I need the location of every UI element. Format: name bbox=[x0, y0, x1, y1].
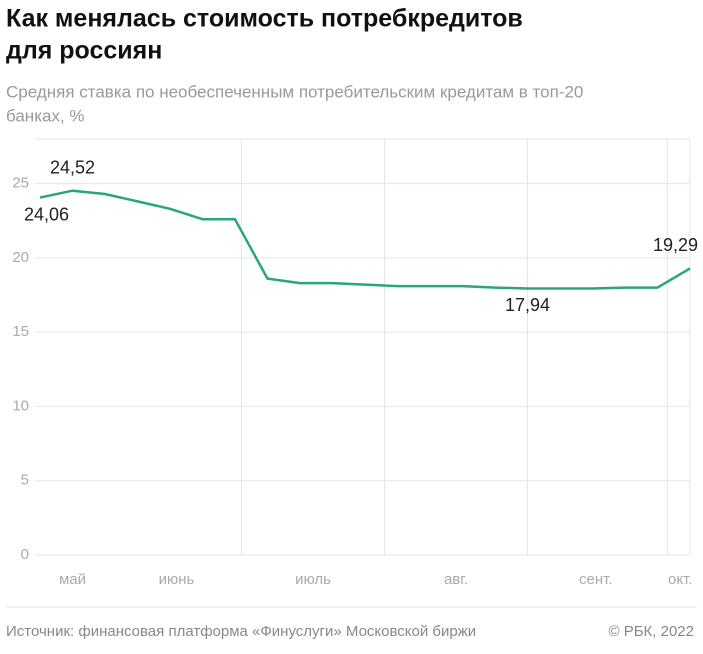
line bbox=[39, 189, 691, 290]
data-label: 24,52 bbox=[50, 157, 95, 177]
x-tick-label: авг. bbox=[444, 571, 468, 588]
x-tick-label: июнь bbox=[159, 571, 195, 588]
y-tick-label: 25 bbox=[12, 175, 29, 192]
x-tick-label: июль bbox=[295, 571, 331, 588]
y-tick-label: 10 bbox=[12, 397, 29, 414]
source: Источник: финансовая платформа «Финуслуг… bbox=[6, 623, 476, 640]
data-label: 17,94 bbox=[505, 295, 550, 315]
chart-title: Как менялась стоимость потребкредитов bbox=[6, 5, 523, 33]
y-tick-label: 0 bbox=[21, 546, 29, 563]
data-label: 24,06 bbox=[24, 204, 69, 224]
x-tick-label: окт. bbox=[668, 571, 692, 588]
y-tick-label: 15 bbox=[12, 323, 29, 340]
y-tick-label: 20 bbox=[12, 249, 29, 266]
data-label: 19,29 bbox=[653, 235, 698, 255]
credit: © РБК, 2022 bbox=[608, 623, 694, 640]
chart-title: для россиян bbox=[6, 37, 162, 65]
x-tick-label: май bbox=[59, 571, 86, 588]
subtitle: банках, % bbox=[6, 106, 85, 125]
y-tick-label: 5 bbox=[21, 472, 29, 489]
x-tick-label: сент. bbox=[579, 571, 613, 588]
subtitle: Средняя ставка по необеспеченным потреби… bbox=[6, 82, 583, 101]
